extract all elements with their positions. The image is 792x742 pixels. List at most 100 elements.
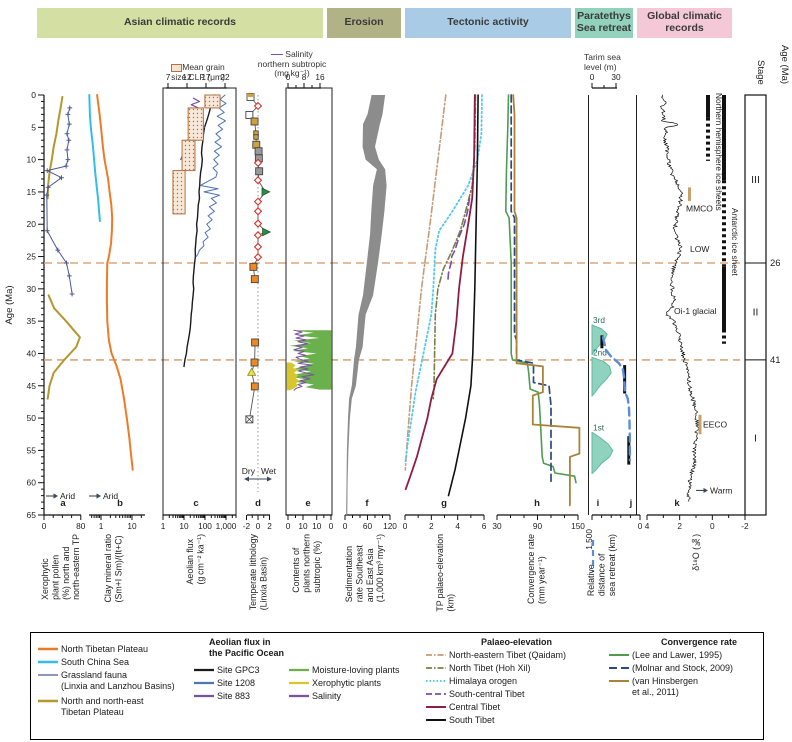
lithology-marker-diamond <box>253 253 263 262</box>
grain-size-box <box>187 107 204 141</box>
legend-item-molnar-and-stock-2009: (Molnar and Stock, 2009) <box>632 663 734 673</box>
grain-size-box <box>204 94 221 109</box>
axis-tick-label: 4 <box>455 521 460 531</box>
axis-tick-label: 4 <box>645 521 650 531</box>
series-relative-distance-of-sea-retreat <box>601 336 632 462</box>
lithology-marker-triangle-right <box>262 227 272 237</box>
grain-size-header: Mean grain size CLP (μm) <box>154 53 242 82</box>
stage-iii: III <box>751 174 760 186</box>
lithology-marker-square <box>253 134 259 140</box>
salinity-axis-label: 16 <box>315 72 325 82</box>
panel-letter-g: g <box>441 498 447 509</box>
legend-item-site-883: Site 883 <box>217 691 251 701</box>
panel-letter-b: b <box>117 498 123 509</box>
legend-item-moisture-loving-plants: Moisture-loving plants <box>312 665 400 675</box>
legend-item-north-tibetan-plateau: North Tibetan Plateau <box>61 644 149 654</box>
band-erosion: Erosion <box>327 8 401 38</box>
axis-tick-label: 1,000 <box>216 521 237 531</box>
panel-letter-h: h <box>534 498 540 509</box>
salinity-header: Salinity northern subtropic (mg kg⁻¹) <box>244 40 340 79</box>
axis-tick-label: 120 <box>383 521 397 531</box>
arid-label-b: Arid <box>103 491 118 501</box>
stage-ii: II <box>753 306 759 318</box>
oi1-label: Oi-1 glacial <box>674 306 717 316</box>
age-tick-label: 50 <box>27 413 37 423</box>
axis-tick-label: 6 <box>482 521 487 531</box>
dry-wet-arrow-right <box>267 476 272 482</box>
age-axis-title: Age (Ma) <box>4 285 15 324</box>
legend-item-central-tibet: Central Tibet <box>449 702 501 712</box>
marker-plus <box>66 273 72 279</box>
panel-letter-a: a <box>60 498 66 509</box>
area-xerophytic-plants <box>286 362 300 391</box>
lithology-marker-square <box>245 111 254 119</box>
salinity-axis-label: 8 <box>302 72 307 82</box>
axis-label-b: Clay mineral ratio (Sm+I Sm)/(It+C) <box>103 534 124 603</box>
axis-label-ij: Relative distance of sea retreat (km) <box>585 534 617 597</box>
lithology-marker-square <box>252 140 261 149</box>
lithology-marker-square <box>249 262 258 271</box>
series-grassland-fauna-linxia-and-lanzhou-basins <box>46 107 73 295</box>
lithology-marker-diamond <box>253 231 263 240</box>
age-tick-label: 20 <box>27 219 37 229</box>
tarim-blob-2nd <box>591 356 612 397</box>
axis-tick-label: 0 <box>256 521 261 531</box>
age-tick-label: 30 <box>27 284 37 294</box>
axis-label-e: Contents of plants northern subtropic (%… <box>290 534 322 593</box>
band-asian-climatic-records: Asian climatic records <box>37 8 323 38</box>
age-title-right: Age (Ma) <box>779 45 790 84</box>
legend-swatch-south-central-tibet <box>426 693 446 695</box>
tarim-title: Tarim sea level (m) <box>584 52 621 72</box>
legend-swatch-lee-and-lawer-1995 <box>609 654 629 656</box>
tarim-axis-label: 0 <box>590 72 595 82</box>
marker-plus <box>64 147 70 153</box>
legend-header-palaeo-elevation: Palaeo-elevation <box>481 637 553 647</box>
tarim-blob-1st <box>591 431 614 475</box>
legend-swatch-himalaya-orogen <box>426 680 446 682</box>
age-tick-label: 15 <box>27 187 37 197</box>
blob-label-3rd: 3rd <box>593 315 605 325</box>
legend-swatch-xerophytic-plants <box>289 681 309 685</box>
legend-item-van-hinsbergen-et-al-2011: (van Hinsbergen et al., 2011) <box>632 676 699 697</box>
legend-swatch-north-eastern-tibet-qaidam <box>426 654 446 656</box>
mmco-label: MMCO <box>686 204 713 214</box>
dry-wet-arrow-left <box>244 476 249 482</box>
series-north-tibetan-plateau <box>96 94 134 471</box>
dry-label: Dry <box>242 466 256 476</box>
panel-letter-e: e <box>305 498 310 509</box>
stage-title: Stage <box>755 60 766 85</box>
age-tick-label: 65 <box>27 510 37 520</box>
series-central-tibet <box>404 94 476 491</box>
legend-item-site-1208: Site 1208 <box>217 678 256 688</box>
axis-tick-label: 1 <box>161 521 166 531</box>
marker-plus <box>67 105 73 111</box>
age-tick-label: 55 <box>27 445 37 455</box>
legend-swatch-salinity <box>289 694 309 698</box>
axis-tick-label: 80 <box>76 521 86 531</box>
axis-tick-label: 0 <box>403 521 408 531</box>
legend-item-south-central-tibet: South-central Tibet <box>449 689 525 699</box>
legend-item-grassland-fauna-linxia-and-lanzhou-basins: Grassland fauna (Linxia and Lanzhou Basi… <box>61 670 175 691</box>
marker-plus <box>65 111 71 117</box>
legend-swatch-molnar-and-stock-2009 <box>609 667 629 669</box>
lithology-marker-square <box>250 358 259 367</box>
legend-swatch-south-tibet <box>426 719 446 721</box>
lithology-chain <box>248 342 256 420</box>
legend-header-convergence-rate: Convergence rate <box>661 637 738 647</box>
age-tick-label: 45 <box>27 381 37 391</box>
legend-swatch-site-1208 <box>194 681 214 685</box>
panel-c-frame <box>162 87 237 516</box>
axis-tick-label: -2 <box>243 521 251 531</box>
lithology-marker-square <box>250 117 259 126</box>
stage-i: I <box>754 432 757 444</box>
series-van-hinsbergen-et-al-2011 <box>512 94 581 507</box>
low-label: LOW <box>690 244 709 254</box>
antarctic-ice-label: Antarctic ice sheet <box>730 208 740 276</box>
lithology-marker-triangle-up <box>246 367 257 376</box>
legend-item-north-tibet-hoh-xil: North Tibet (Hoh Xil) <box>449 663 531 673</box>
arid-label-a: Arid <box>60 491 75 501</box>
axis-tick-label: 1,500 <box>584 529 594 550</box>
marker-plus <box>66 137 72 143</box>
salinity-title: Salinity northern subtropic (mg kg⁻¹) <box>257 48 327 79</box>
